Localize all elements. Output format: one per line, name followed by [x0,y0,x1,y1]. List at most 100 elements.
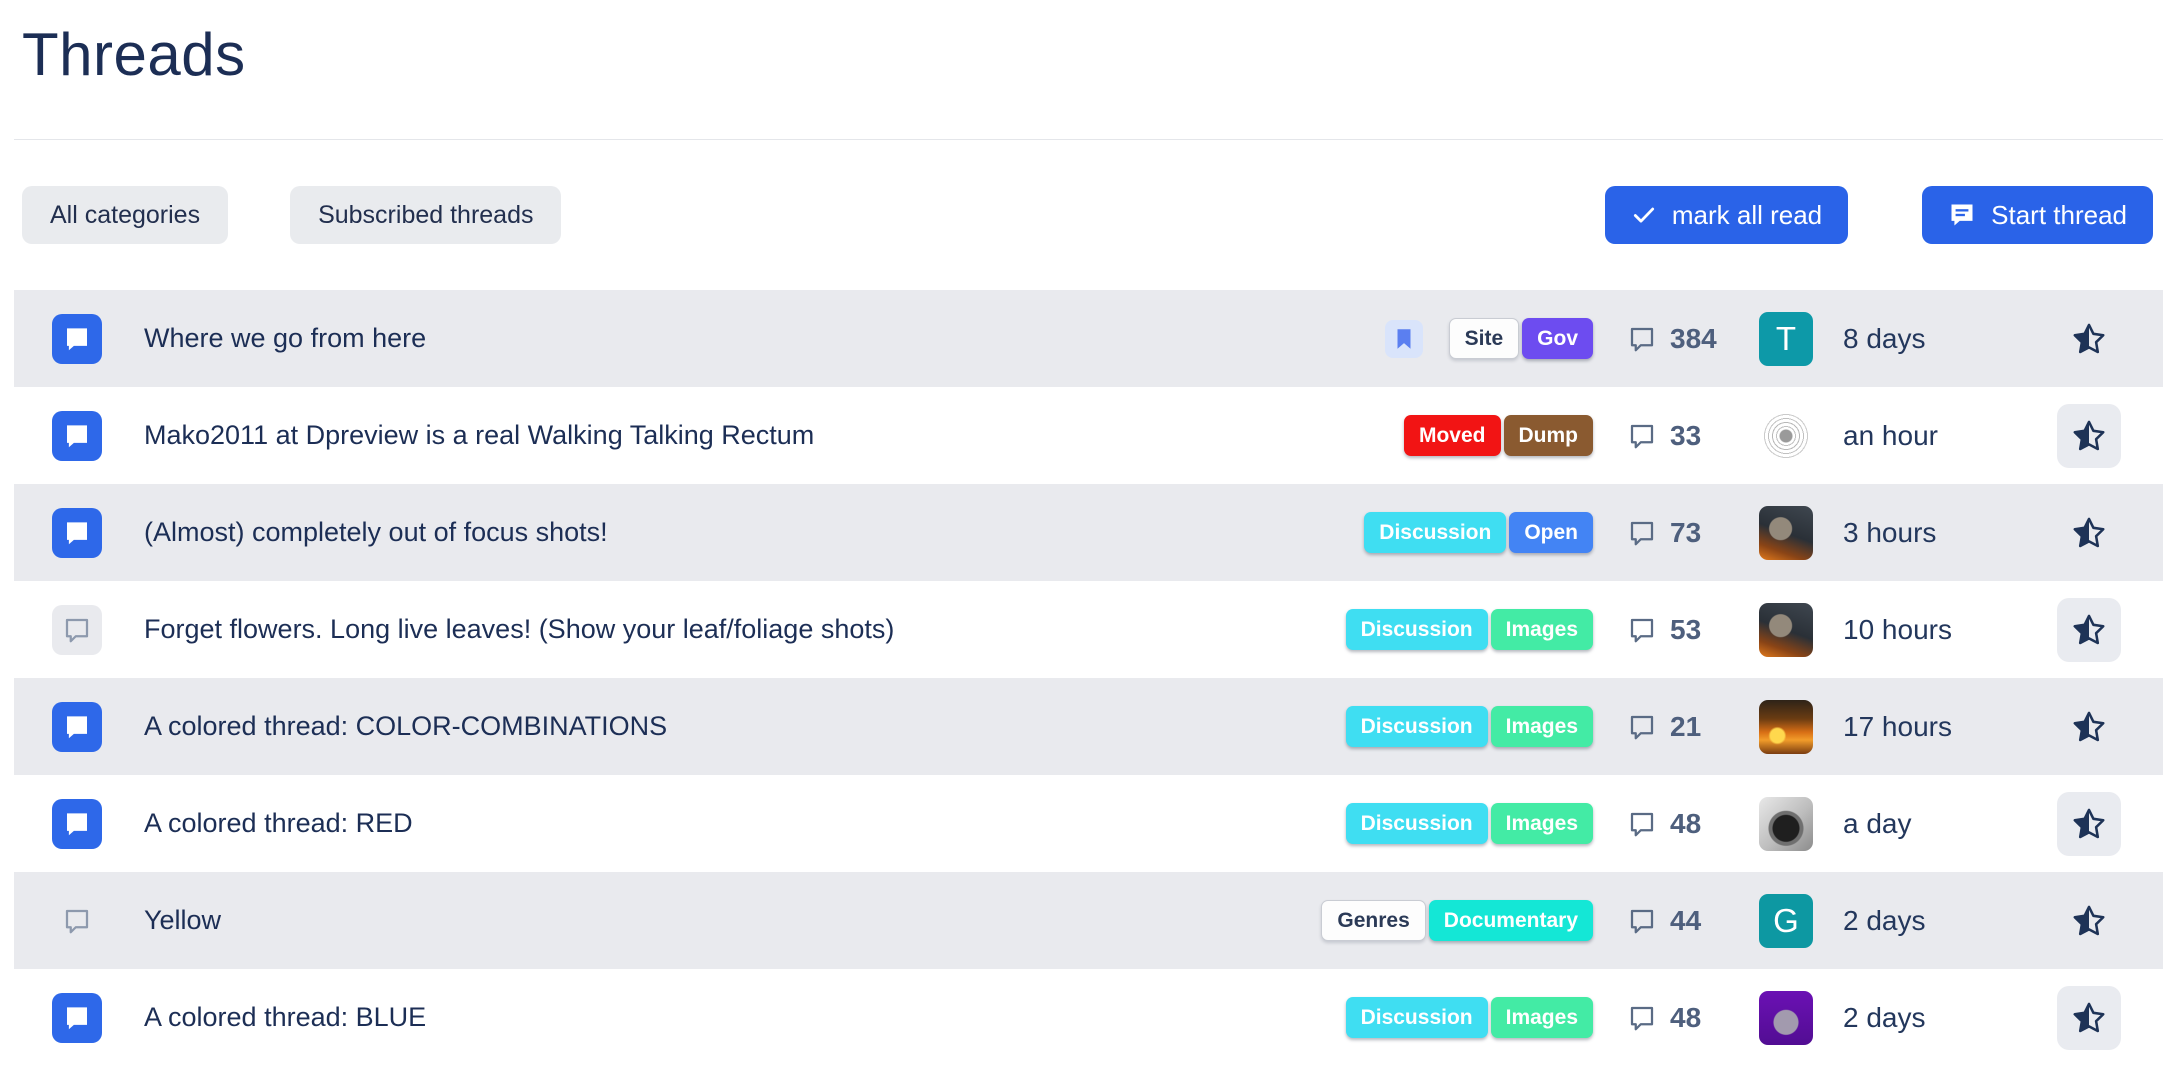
comment-count: 33 [1670,419,1702,451]
subscribe-star-button[interactable] [2057,791,2121,856]
avatar[interactable] [1759,408,1813,463]
bookmark-icon [1384,319,1423,358]
tag-badge-images[interactable]: Images [1490,609,1593,650]
comment-count: 44 [1670,904,1702,936]
comment-count-group: 384 [1627,323,1759,355]
tag-badge-moved[interactable]: Moved [1403,415,1501,456]
comment-bubble-icon [1627,809,1657,839]
table-row[interactable]: A colored thread: BLUE Discussion Images … [14,969,2163,1066]
table-row[interactable]: (Almost) completely out of focus shots! … [14,484,2163,581]
comment-count: 73 [1670,516,1702,548]
tag-badge-images[interactable]: Images [1490,803,1593,844]
tag-group: Genres Documentary [1321,900,1593,941]
chat-bubble-icon [1948,201,1976,229]
tag-group: Discussion Images [1345,803,1593,844]
avatar[interactable] [1759,602,1813,657]
last-activity-time: 3 hours [1843,516,1937,548]
start-thread-button[interactable]: Start thread [1922,186,2153,244]
tag-badge-open[interactable]: Open [1509,512,1593,553]
comment-bubble-icon [1627,518,1657,548]
comment-bubble-icon [1627,906,1657,936]
tag-badge-discussion[interactable]: Discussion [1345,997,1488,1038]
tag-group: Discussion Images [1345,997,1593,1038]
tag-badge-discussion[interactable]: Discussion [1345,803,1488,844]
tag-badge-discussion[interactable]: Discussion [1345,609,1488,650]
mark-all-read-button[interactable]: mark all read [1604,186,1849,244]
subscribe-star-button[interactable] [2057,501,2121,565]
avatar[interactable] [1759,796,1813,851]
last-activity-time: 2 days [1843,904,1926,936]
thread-status-chat-icon [52,410,102,461]
thread-status-chat-icon [52,604,102,655]
comment-bubble-icon [1627,1003,1657,1033]
tag-badge-images[interactable]: Images [1490,706,1593,747]
tag-group: Moved Dump [1403,415,1593,456]
tag-badge-gov[interactable]: Gov [1522,318,1593,359]
comment-bubble-icon [1627,324,1657,354]
tag-badge-documentary[interactable]: Documentary [1428,900,1593,941]
subscribe-star-button[interactable] [2057,597,2121,662]
page-title: Threads [22,21,246,88]
subscribe-star-button[interactable] [2057,985,2121,1050]
tag-badge-images[interactable]: Images [1490,997,1593,1038]
thread-title[interactable]: (Almost) completely out of focus shots! [144,517,608,547]
thread-title[interactable]: A colored thread: BLUE [144,1002,427,1032]
tag-group: Discussion Images [1345,706,1593,747]
subscribe-star-button[interactable] [2057,307,2121,371]
comment-count-group: 73 [1627,517,1759,549]
table-row[interactable]: Forget flowers. Long live leaves! (Show … [14,581,2163,678]
thread-title[interactable]: Yellow [144,905,222,935]
action-button-label: Start thread [1991,199,2127,230]
comment-count-group: 44 [1627,905,1759,937]
thread-list: Where we go from here Site Gov 384 T 8 da… [14,290,2163,1066]
filter-group: All categories Subscribed threads [22,186,562,244]
comment-count-group: 21 [1627,711,1759,743]
thread-status-chat-icon [52,313,102,364]
last-activity-time: 17 hours [1843,710,1952,742]
thread-status-chat-icon [52,895,102,946]
last-activity-time: 2 days [1843,1001,1926,1033]
subscribe-star-button[interactable] [2057,889,2121,953]
action-group: mark all read Start thread [1604,186,2153,244]
avatar[interactable] [1759,699,1813,754]
table-row[interactable]: A colored thread: RED Discussion Images 4… [14,775,2163,872]
thread-title[interactable]: Where we go from here [144,323,427,353]
thread-title[interactable]: Mako2011 at Dpreview is a real Walking T… [144,420,815,450]
tag-badge-discussion[interactable]: Discussion [1345,706,1488,747]
tag-badge-dump[interactable]: Dump [1503,415,1593,456]
last-activity-time: an hour [1843,419,1938,451]
thread-title[interactable]: A colored thread: RED [144,808,413,838]
table-row[interactable]: Where we go from here Site Gov 384 T 8 da… [14,290,2163,387]
comment-count: 48 [1670,807,1702,839]
comment-count: 48 [1670,1001,1702,1033]
table-row[interactable]: Mako2011 at Dpreview is a real Walking T… [14,387,2163,484]
subscribe-star-button[interactable] [2057,695,2121,759]
toolbar: All categories Subscribed threads mark al… [22,186,2153,244]
comment-bubble-icon [1627,712,1657,742]
last-activity-time: 10 hours [1843,613,1952,645]
avatar[interactable] [1759,990,1813,1045]
thread-title[interactable]: Forget flowers. Long live leaves! (Show … [144,614,895,644]
filter-button-all-categories[interactable]: All categories [22,186,229,244]
tag-badge-genres[interactable]: Genres [1321,900,1426,941]
subscribe-star-button[interactable] [2057,403,2121,468]
comment-count: 53 [1670,613,1702,645]
avatar[interactable]: T [1759,311,1813,366]
comment-count: 384 [1670,322,1717,354]
tag-badge-site[interactable]: Site [1448,318,1520,359]
tag-group: Site Gov [1448,318,1593,359]
table-row[interactable]: A colored thread: COLOR-COMBINATIONS Dis… [14,678,2163,775]
table-row[interactable]: Yellow Genres Documentary 44 G 2 days [14,872,2163,969]
tag-badge-discussion[interactable]: Discussion [1364,512,1507,553]
thread-status-chat-icon [52,992,102,1043]
filter-button-subscribed-threads[interactable]: Subscribed threads [290,186,562,244]
tag-group: Discussion Images [1345,609,1593,650]
header-divider [14,139,2163,140]
thread-status-chat-icon [52,507,102,558]
avatar[interactable] [1759,505,1813,560]
thread-title[interactable]: A colored thread: COLOR-COMBINATIONS [144,711,668,741]
comment-count-group: 48 [1627,808,1759,840]
comment-count-group: 48 [1627,1002,1759,1034]
avatar[interactable]: G [1759,893,1813,948]
